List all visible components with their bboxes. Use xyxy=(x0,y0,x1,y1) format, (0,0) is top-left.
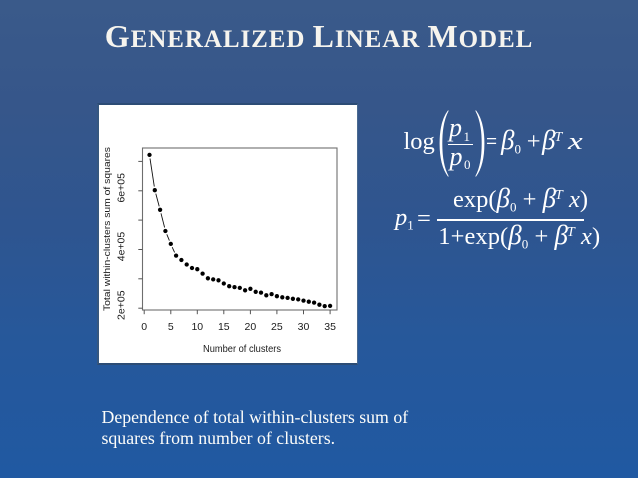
svg-text:20: 20 xyxy=(245,321,257,333)
svg-text:5: 5 xyxy=(168,321,174,333)
svg-text:0: 0 xyxy=(141,321,147,333)
svg-text:15: 15 xyxy=(218,321,230,333)
svg-text:30: 30 xyxy=(298,321,310,333)
svg-text:25: 25 xyxy=(271,321,283,333)
svg-text:Number of clusters: Number of clusters xyxy=(203,343,281,355)
svg-text:2e+05: 2e+05 xyxy=(116,290,128,320)
svg-text:4e+05: 4e+05 xyxy=(116,232,128,262)
svg-text:35: 35 xyxy=(324,321,336,333)
svg-text:6e+05: 6e+05 xyxy=(116,173,128,203)
svg-text:10: 10 xyxy=(191,321,203,333)
svg-text:Total within-clusters sum of s: Total within-clusters sum of squares xyxy=(102,147,113,311)
